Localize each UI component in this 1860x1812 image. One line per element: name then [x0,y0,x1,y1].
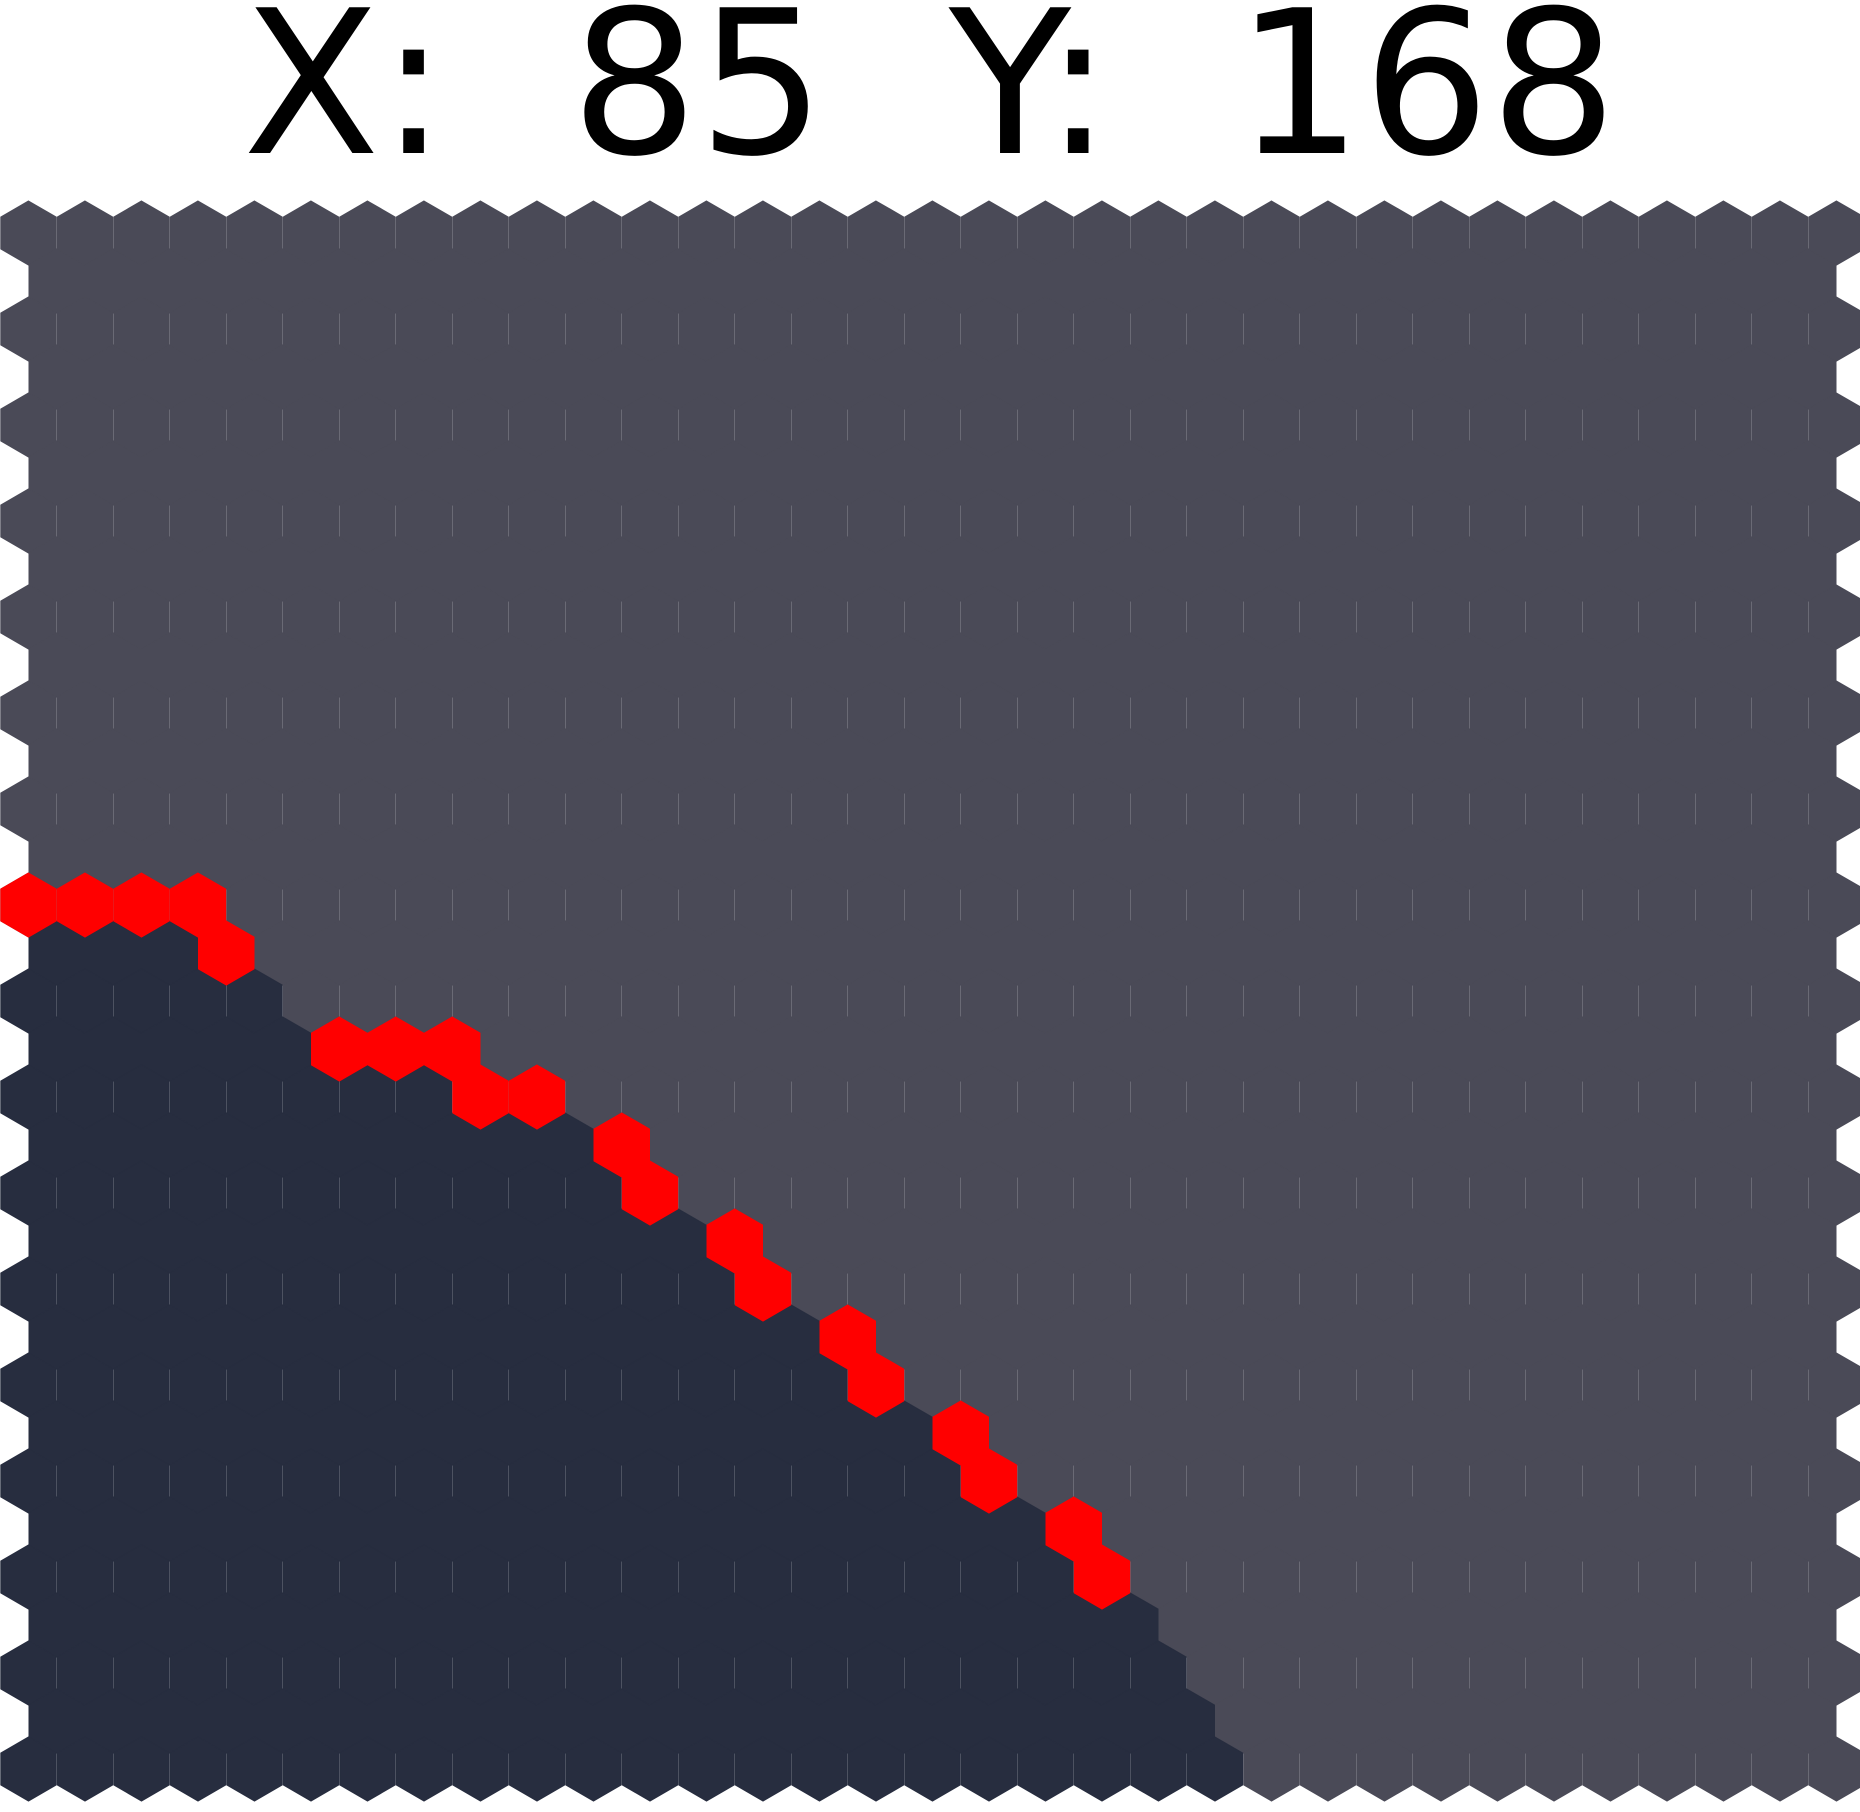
upper-hex-tile[interactable] [1751,1736,1809,1802]
border-hex-tile [621,1160,679,1226]
upper-hex-tile[interactable] [1808,584,1860,650]
lower-hex-tile[interactable] [113,1736,170,1802]
lower-hex-tile[interactable] [678,1736,735,1802]
upper-hex-tile[interactable] [1469,1736,1526,1802]
upper-hex-tile[interactable] [1808,1256,1860,1322]
border-hex-tile [734,1256,792,1322]
upper-hex-tile[interactable] [1808,200,1860,266]
upper-hex-tile[interactable] [1808,968,1860,1034]
border-hex-tile [847,1352,905,1418]
upper-hex-tile[interactable] [1808,1448,1860,1514]
border-hex-tile [0,872,57,938]
upper-hex-tile[interactable] [1525,1736,1583,1802]
border-hex-tile [1073,1544,1131,1610]
y-coordinate-value: 168 [1235,0,1618,201]
lower-hex-tile[interactable] [621,1736,679,1802]
upper-hex-tile[interactable] [1299,1736,1357,1802]
border-hex-tile [452,1064,509,1130]
lower-hex-tile[interactable] [791,1736,848,1802]
lower-hex-tile[interactable] [734,1736,792,1802]
lower-hex-tile[interactable] [1073,1736,1131,1802]
border-hex-tile [56,872,114,938]
lower-hex-tile[interactable] [395,1736,453,1802]
lower-region[interactable] [0,920,1244,1802]
lower-hex-tile[interactable] [282,1736,340,1802]
upper-hex-tile[interactable] [1243,1736,1300,1802]
lower-hex-tile[interactable] [847,1736,905,1802]
border-hex-tile [311,1016,368,1082]
upper-hex-tile[interactable] [1808,776,1860,842]
lower-hex-tile[interactable] [339,1736,396,1802]
lower-hex-tile[interactable] [960,1736,1018,1802]
lower-hex-tile[interactable] [226,1736,283,1802]
upper-hex-tile[interactable] [1808,1544,1860,1610]
border-hex-tile [367,1016,424,1082]
upper-hex-tile[interactable] [1808,1352,1860,1418]
lower-hex-tile[interactable] [169,1736,227,1802]
border-path [0,872,1131,1610]
lower-hex-tile[interactable] [452,1736,509,1802]
border-hex-tile [508,1064,566,1130]
lower-hex-tile[interactable] [56,1736,114,1802]
x-coordinate-label: X: [242,0,448,201]
upper-hex-tile[interactable] [1808,488,1860,554]
coordinate-readout: X: 85 Y: 168 [0,0,1860,190]
border-hex-tile [113,872,170,938]
upper-hex-tile[interactable] [1808,1640,1860,1706]
upper-hex-tile[interactable] [1808,392,1860,458]
upper-hex-tile[interactable] [1808,1736,1860,1802]
border-hex-tile [960,1448,1018,1514]
y-coordinate-label: Y: [948,0,1112,201]
upper-hex-tile[interactable] [1356,1736,1413,1802]
upper-hex-tile[interactable] [1412,1736,1470,1802]
lower-hex-tile[interactable] [1130,1736,1187,1802]
upper-hex-tile[interactable] [1808,680,1860,746]
upper-region[interactable] [0,200,1860,1802]
upper-hex-tile[interactable] [1695,1736,1752,1802]
lower-hex-tile[interactable] [0,1736,57,1802]
lower-hex-tile[interactable] [1017,1736,1074,1802]
upper-hex-tile[interactable] [1808,1064,1860,1130]
upper-hex-tile[interactable] [1808,1160,1860,1226]
lower-hex-tile[interactable] [904,1736,961,1802]
lower-hex-tile[interactable] [1186,1736,1244,1802]
upper-hex-tile[interactable] [1808,872,1860,938]
border-hex-tile [198,920,255,986]
lower-hex-tile[interactable] [508,1736,566,1802]
upper-hex-tile[interactable] [1582,1736,1639,1802]
lower-hex-tile[interactable] [565,1736,622,1802]
x-coordinate-value: 85 [570,0,826,201]
upper-hex-tile[interactable] [1808,296,1860,362]
upper-hex-tile[interactable] [1638,1736,1696,1802]
